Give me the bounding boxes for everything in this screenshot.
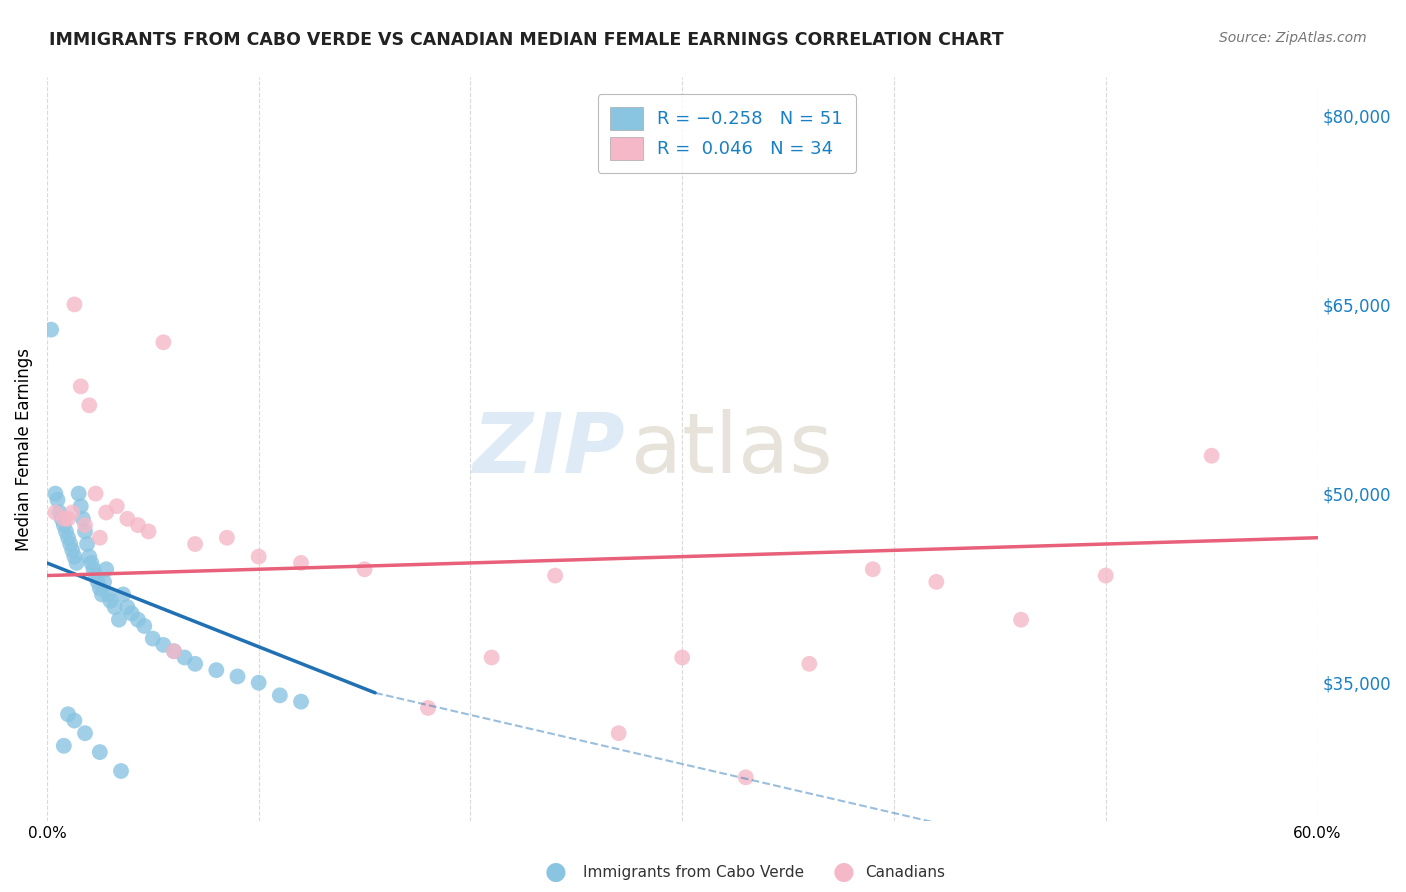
Point xyxy=(63,549,86,564)
Text: Source: ZipAtlas.com: Source: ZipAtlas.com xyxy=(1219,31,1367,45)
Point xyxy=(80,556,103,570)
Point xyxy=(77,549,100,564)
Point xyxy=(39,323,62,337)
Point xyxy=(925,574,948,589)
Point xyxy=(108,613,131,627)
Point xyxy=(73,726,96,740)
Point xyxy=(121,607,143,621)
Point xyxy=(607,726,630,740)
Point xyxy=(89,531,111,545)
Point xyxy=(862,562,884,576)
Y-axis label: Median Female Earnings: Median Female Earnings xyxy=(15,348,32,551)
Point xyxy=(89,745,111,759)
Point xyxy=(173,650,195,665)
Point xyxy=(104,600,127,615)
Point xyxy=(799,657,821,671)
Point xyxy=(73,518,96,533)
Point xyxy=(416,701,439,715)
Point xyxy=(117,600,139,615)
Point xyxy=(55,524,77,539)
Point xyxy=(63,297,86,311)
Point xyxy=(63,714,86,728)
Point xyxy=(734,770,756,784)
Point xyxy=(76,537,98,551)
Point xyxy=(226,669,249,683)
Legend: R = −0.258   N = 51, R =  0.046   N = 34: R = −0.258 N = 51, R = 0.046 N = 34 xyxy=(598,94,856,173)
Point xyxy=(205,663,228,677)
Point xyxy=(215,531,238,545)
Point xyxy=(127,613,149,627)
Point xyxy=(134,619,156,633)
Point xyxy=(44,486,66,500)
Point xyxy=(544,568,567,582)
Point xyxy=(96,506,118,520)
Point xyxy=(96,562,118,576)
Point xyxy=(59,537,82,551)
Point xyxy=(52,739,75,753)
Point xyxy=(671,650,693,665)
Point xyxy=(84,568,107,582)
Point xyxy=(77,398,100,412)
Point xyxy=(117,512,139,526)
Point xyxy=(69,379,91,393)
Point xyxy=(110,764,132,778)
Point xyxy=(163,644,186,658)
Point xyxy=(1094,568,1116,582)
Point xyxy=(1201,449,1223,463)
Point xyxy=(73,524,96,539)
Point xyxy=(56,531,79,545)
Point xyxy=(93,574,115,589)
Point xyxy=(269,689,291,703)
Point xyxy=(184,657,207,671)
Text: atlas: atlas xyxy=(631,409,834,490)
Point xyxy=(112,587,135,601)
Text: ZIP: ZIP xyxy=(472,409,626,490)
Point xyxy=(290,695,312,709)
Point xyxy=(247,675,270,690)
Text: Immigrants from Cabo Verde: Immigrants from Cabo Verde xyxy=(583,865,804,880)
Text: ●: ● xyxy=(832,861,855,884)
Point xyxy=(86,574,108,589)
Point xyxy=(60,506,83,520)
Point xyxy=(91,587,114,601)
Point xyxy=(65,556,87,570)
Point xyxy=(97,587,120,601)
Point xyxy=(44,506,66,520)
Text: ●: ● xyxy=(544,861,567,884)
Point xyxy=(290,556,312,570)
Point xyxy=(152,335,174,350)
Point xyxy=(105,499,128,513)
Point xyxy=(51,512,73,526)
Point xyxy=(82,562,104,576)
Point xyxy=(67,486,90,500)
Point xyxy=(69,499,91,513)
Point xyxy=(60,543,83,558)
Point xyxy=(84,486,107,500)
Point xyxy=(481,650,503,665)
Point xyxy=(163,644,186,658)
Point xyxy=(56,707,79,722)
Point xyxy=(48,506,70,520)
Point xyxy=(247,549,270,564)
Point xyxy=(56,512,79,526)
Point xyxy=(142,632,165,646)
Text: IMMIGRANTS FROM CABO VERDE VS CANADIAN MEDIAN FEMALE EARNINGS CORRELATION CHART: IMMIGRANTS FROM CABO VERDE VS CANADIAN M… xyxy=(49,31,1004,49)
Point xyxy=(46,492,69,507)
Point xyxy=(1010,613,1032,627)
Point xyxy=(152,638,174,652)
Point xyxy=(138,524,160,539)
Point xyxy=(52,512,75,526)
Point xyxy=(52,518,75,533)
Point xyxy=(127,518,149,533)
Point xyxy=(184,537,207,551)
Point xyxy=(353,562,375,576)
Point xyxy=(100,594,122,608)
Text: Canadians: Canadians xyxy=(865,865,945,880)
Point xyxy=(89,581,111,595)
Point xyxy=(72,512,94,526)
